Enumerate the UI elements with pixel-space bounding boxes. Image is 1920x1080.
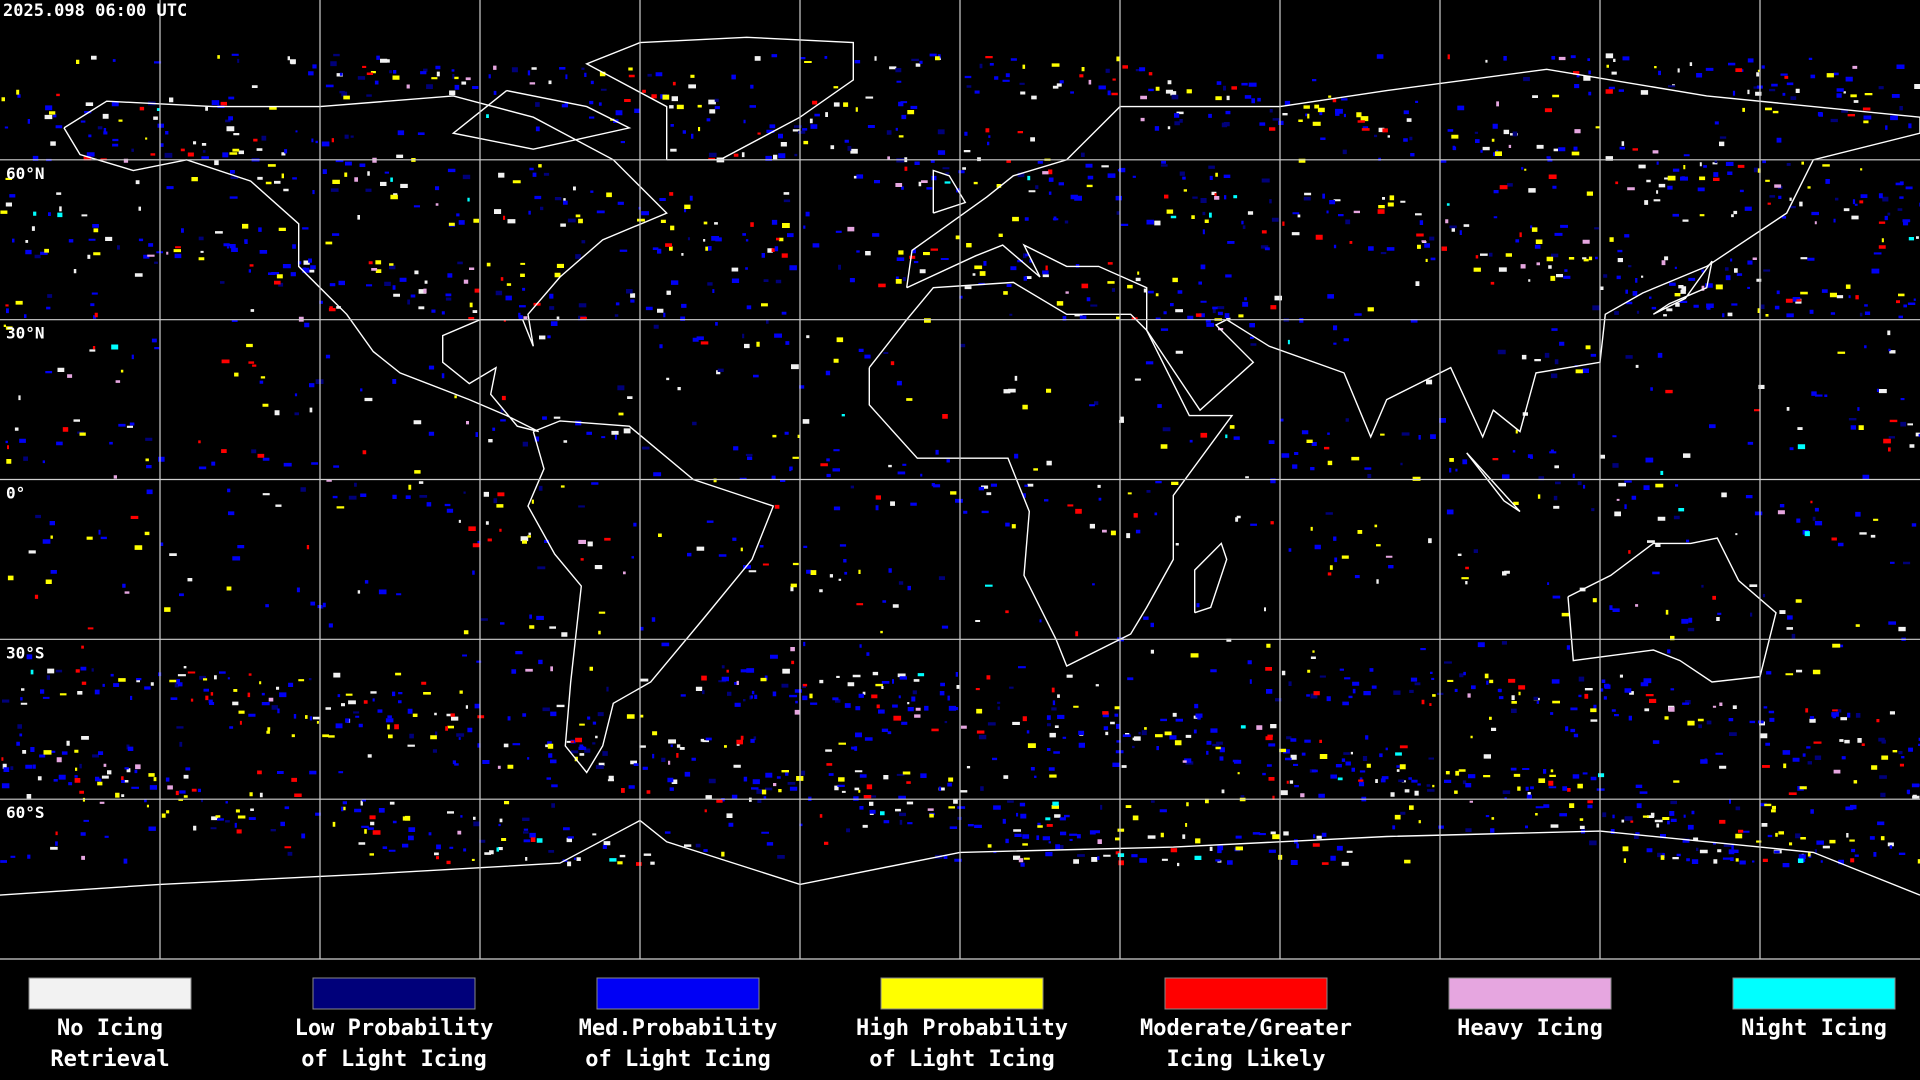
coastline: [932, 169, 967, 214]
legend-label: Low Probability: [295, 1016, 494, 1041]
coastline: [1194, 542, 1228, 614]
coastline: [906, 68, 1920, 439]
legend-swatch: [880, 977, 1044, 1010]
legend-label: Heavy Icing: [1457, 1016, 1603, 1041]
legend-swatch: [312, 977, 476, 1010]
coastline: [451, 89, 632, 150]
legend-label: of Light Icing: [585, 1047, 770, 1072]
legend-label: of Light Icing: [869, 1047, 1054, 1072]
latitude-label: 30°S: [6, 643, 45, 662]
legend-label: Med.Probability: [579, 1016, 778, 1041]
latitude-label: 0°: [6, 484, 25, 503]
coastline: [1652, 260, 1713, 315]
legend-swatch: [28, 977, 192, 1010]
legend-swatch: [1732, 977, 1896, 1010]
legend-label: Retrieval: [50, 1047, 169, 1072]
latitude-label: 30°N: [6, 324, 45, 343]
legend-swatch: [596, 977, 760, 1010]
coastline: [63, 95, 668, 433]
timestamp: 2025.098 06:00 UTC: [3, 1, 187, 21]
coastline: [1567, 537, 1777, 683]
legend-label: No Icing: [57, 1016, 163, 1041]
legend-swatch: [1448, 977, 1612, 1010]
latitude-label: 60°S: [6, 803, 45, 822]
legend-label: High Probability: [856, 1016, 1068, 1041]
legend: No Icing Retrieval Low Probability of Light…: [28, 977, 1896, 1072]
legend-label: Moderate/Greater: [1140, 1016, 1352, 1041]
legend-label: of Light Icing: [301, 1047, 486, 1072]
coastline: [868, 281, 1234, 667]
legend-label: Night Icing: [1741, 1016, 1887, 1041]
latitude-label: 60°N: [6, 164, 45, 183]
graticule: [0, 0, 1920, 960]
coastline: [527, 420, 775, 774]
coastline: [1466, 452, 1521, 513]
legend-swatch: [1164, 977, 1328, 1010]
legend-label: Icing Likely: [1167, 1047, 1326, 1072]
latitude-labels: 60°N 30°N 0° 30°S 60°S: [6, 164, 45, 822]
